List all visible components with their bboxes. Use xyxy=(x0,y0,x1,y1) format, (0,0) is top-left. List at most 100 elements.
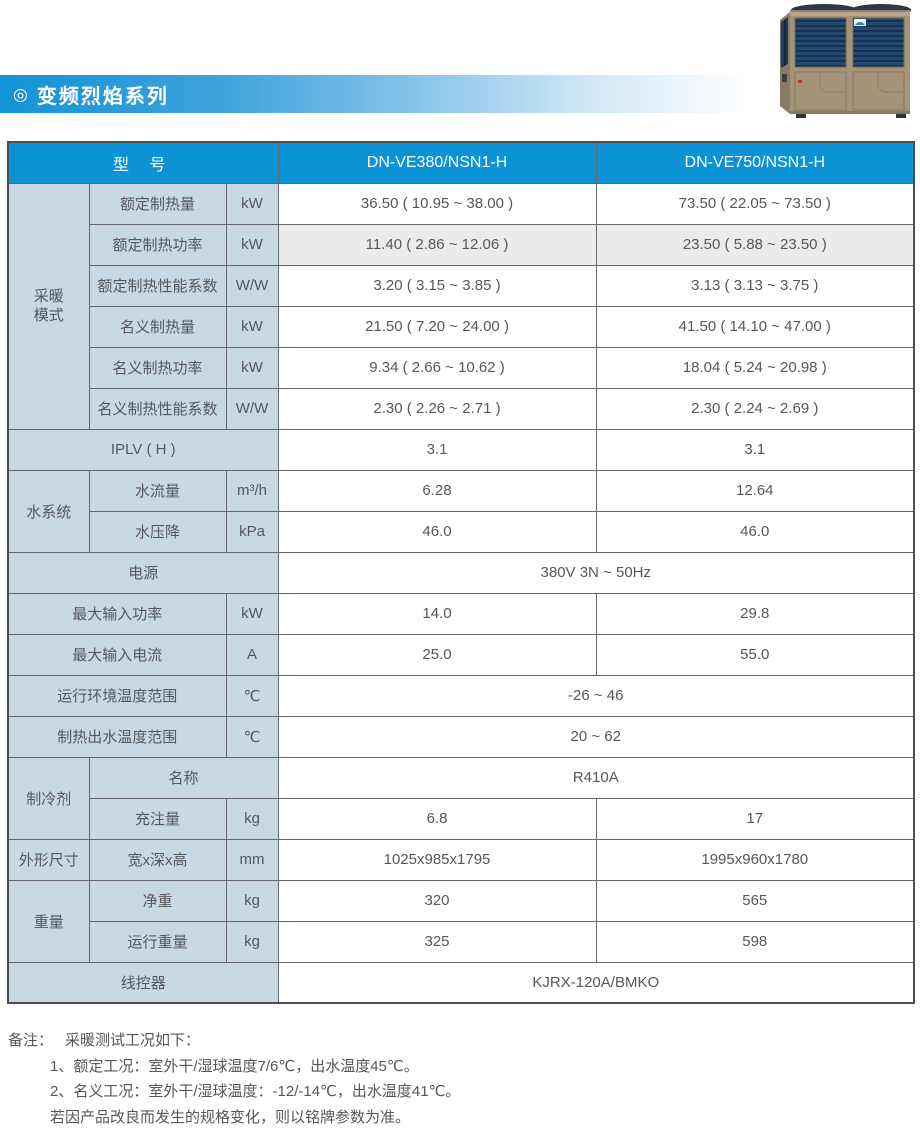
spec-label: 净重 xyxy=(89,880,226,921)
spec-row-rated-heating-capacity: 采暖模式 额定制热量 kW 36.50 ( 10.95 ~ 38.00 ) 73… xyxy=(8,183,914,224)
unit-cell: A xyxy=(226,634,278,675)
spec-row-nominal-heating-capacity: 名义制热量 kW 21.50 ( 7.20 ~ 24.00 ) 41.50 ( … xyxy=(8,306,914,347)
spec-label: 最大输入功率 xyxy=(8,593,226,634)
unit-cell: kW xyxy=(226,347,278,388)
unit-cell: m³/h xyxy=(226,470,278,511)
group-dimensions: 外形尺寸 xyxy=(8,839,89,880)
value-both-models: KJRX-120A/BMKO xyxy=(278,962,914,1003)
value-model1: 6.8 xyxy=(278,798,596,839)
group-heating-mode: 采暖模式 xyxy=(8,183,89,429)
model-2-header: DN-VE750/NSN1-H xyxy=(596,142,914,183)
unit-cell: ℃ xyxy=(226,716,278,757)
unit-cell: kW xyxy=(226,306,278,347)
group-water-system: 水系统 xyxy=(8,470,89,552)
group-weight: 重量 xyxy=(8,880,89,962)
unit-cell: kW xyxy=(226,183,278,224)
footnote-intro: 采暖测试工况如下： xyxy=(65,1032,200,1049)
spec-label: 名义制热功率 xyxy=(89,347,226,388)
spec-row-power-supply: 电源 380V 3N ~ 50Hz xyxy=(8,552,914,593)
spec-row-iplv: IPLV ( H ) 3.1 3.1 xyxy=(8,429,914,470)
double-circle-icon: ◎ xyxy=(13,86,28,103)
unit-cell: kg xyxy=(226,798,278,839)
value-model1: 11.40 ( 2.86 ~ 12.06 ) xyxy=(278,224,596,265)
spec-label: 充注量 xyxy=(89,798,226,839)
spec-label: 名义制热性能系数 xyxy=(89,388,226,429)
spec-row-water-pressure-drop: 水压降 kPa 46.0 46.0 xyxy=(8,511,914,552)
table-header-row: 型 号 DN-VE380/NSN1-H DN-VE750/NSN1-H xyxy=(8,142,914,183)
spec-label: 制热出水温度范围 xyxy=(8,716,226,757)
value-model1: 9.34 ( 2.66 ~ 10.62 ) xyxy=(278,347,596,388)
heat-pump-unit-illustration xyxy=(776,2,916,120)
model-header-label: 型 号 xyxy=(8,142,278,183)
spec-row-net-weight: 重量 净重 kg 320 565 xyxy=(8,880,914,921)
value-model1: 21.50 ( 7.20 ~ 24.00 ) xyxy=(278,306,596,347)
value-model1: 46.0 xyxy=(278,511,596,552)
spec-label: 额定制热量 xyxy=(89,183,226,224)
group-refrigerant: 制冷剂 xyxy=(8,757,89,839)
spec-row-rated-cop: 额定制热性能系数 W/W 3.20 ( 3.15 ~ 3.85 ) 3.13 (… xyxy=(8,265,914,306)
unit-cell: ℃ xyxy=(226,675,278,716)
value-model2: 565 xyxy=(596,880,914,921)
unit-cell: kW xyxy=(226,224,278,265)
spec-row-dimensions: 外形尺寸 宽x深x高 mm 1025x985x1795 1995x960x178… xyxy=(8,839,914,880)
spec-label: 线控器 xyxy=(8,962,278,1003)
unit-cell: W/W xyxy=(226,265,278,306)
warning-sticker xyxy=(798,80,802,83)
spec-row-refrigerant-charge: 充注量 kg 6.8 17 xyxy=(8,798,914,839)
spec-label: 水流量 xyxy=(89,470,226,511)
spec-label: 运行环境温度范围 xyxy=(8,675,226,716)
footnote-line-1: 1、额定工况：室外干/湿球温度7/6℃，出水温度45℃。 xyxy=(50,1054,460,1080)
value-model2: 12.64 xyxy=(596,470,914,511)
spec-label: 额定制热性能系数 xyxy=(89,265,226,306)
value-model2: 23.50 ( 5.88 ~ 23.50 ) xyxy=(596,224,914,265)
value-model1: 3.1 xyxy=(278,429,596,470)
spec-row-refrigerant-name: 制冷剂 名称 R410A xyxy=(8,757,914,798)
group-label: 采暖模式 xyxy=(32,287,66,325)
spec-label: 名称 xyxy=(89,757,278,798)
unit-cell: kg xyxy=(226,921,278,962)
series-title: 变频烈焰系列 xyxy=(37,80,169,109)
value-model1: 2.30 ( 2.26 ~ 2.71 ) xyxy=(278,388,596,429)
spec-label: IPLV ( H ) xyxy=(8,429,278,470)
value-model1: 14.0 xyxy=(278,593,596,634)
value-model1: 25.0 xyxy=(278,634,596,675)
spec-label: 额定制热功率 xyxy=(89,224,226,265)
value-model1: 1025x985x1795 xyxy=(278,839,596,880)
value-model2: 55.0 xyxy=(596,634,914,675)
spec-table: 型 号 DN-VE380/NSN1-H DN-VE750/NSN1-H 采暖模式… xyxy=(7,141,915,1004)
value-both-models: 20 ~ 62 xyxy=(278,716,914,757)
spec-row-operating-weight: 运行重量 kg 325 598 xyxy=(8,921,914,962)
value-model2: 73.50 ( 22.05 ~ 73.50 ) xyxy=(596,183,914,224)
value-model2: 3.1 xyxy=(596,429,914,470)
spec-label: 运行重量 xyxy=(89,921,226,962)
series-banner: ◎ 变频烈焰系列 xyxy=(0,75,780,113)
spec-label: 宽x深x高 xyxy=(89,839,226,880)
unit-cell: kPa xyxy=(226,511,278,552)
spec-row-water-flow: 水系统 水流量 m³/h 6.28 12.64 xyxy=(8,470,914,511)
unit-cell: kg xyxy=(226,880,278,921)
footnote-intro-line: 备注：采暖测试工况如下： xyxy=(8,1028,460,1054)
spec-label: 最大输入电流 xyxy=(8,634,226,675)
coil-panel-left xyxy=(795,18,846,67)
spec-row-nominal-heating-power: 名义制热功率 kW 9.34 ( 2.66 ~ 10.62 ) 18.04 ( … xyxy=(8,347,914,388)
value-model2: 46.0 xyxy=(596,511,914,552)
product-photo xyxy=(776,2,916,120)
value-model1: 6.28 xyxy=(278,470,596,511)
value-model1: 3.20 ( 3.15 ~ 3.85 ) xyxy=(278,265,596,306)
spec-row-nominal-cop: 名义制热性能系数 W/W 2.30 ( 2.26 ~ 2.71 ) 2.30 (… xyxy=(8,388,914,429)
value-model1: 320 xyxy=(278,880,596,921)
unit-cell: W/W xyxy=(226,388,278,429)
value-model1: 36.50 ( 10.95 ~ 38.00 ) xyxy=(278,183,596,224)
value-model1: 325 xyxy=(278,921,596,962)
spec-row-max-input-power: 最大输入功率 kW 14.0 29.8 xyxy=(8,593,914,634)
value-model2: 29.8 xyxy=(596,593,914,634)
spec-row-outlet-water-temp-range: 制热出水温度范围 ℃ 20 ~ 62 xyxy=(8,716,914,757)
value-model2: 598 xyxy=(596,921,914,962)
value-model2: 41.50 ( 14.10 ~ 47.00 ) xyxy=(596,306,914,347)
spec-label: 水压降 xyxy=(89,511,226,552)
value-model2: 1995x960x1780 xyxy=(596,839,914,880)
spec-row-max-input-current: 最大输入电流 A 25.0 55.0 xyxy=(8,634,914,675)
footnote-line-2: 2、名义工况：室外干/湿球温度：-12/-14℃，出水温度41℃。 xyxy=(50,1079,460,1105)
value-model2: 18.04 ( 5.24 ~ 20.98 ) xyxy=(596,347,914,388)
